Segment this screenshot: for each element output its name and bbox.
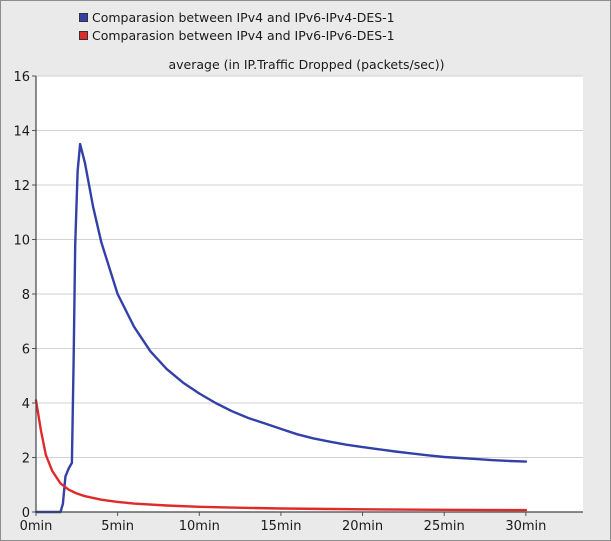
x-axis-ticks: 0min 5min 10min 15min 20min 25min 30min bbox=[20, 512, 546, 534]
x-tick-label-20: 20min bbox=[342, 519, 383, 534]
y-axis-ticks: 0 2 4 6 8 10 12 14 16 bbox=[13, 70, 36, 521]
x-tick-label-15: 15min bbox=[260, 519, 301, 534]
chart-title: average (in IP.Traffic Dropped (packets/… bbox=[168, 57, 445, 72]
legend-label-ipv4: Comparasion between IPv4 and IPv6-IPv4-D… bbox=[92, 10, 395, 25]
legend-label-ipv6: Comparasion between IPv4 and IPv6-IPv6-D… bbox=[92, 28, 395, 43]
y-tick-label-10: 10 bbox=[13, 234, 30, 249]
series-lines bbox=[34, 142, 528, 514]
y-tick-label-16: 16 bbox=[13, 70, 30, 85]
y-tick-label-4: 4 bbox=[22, 397, 30, 412]
x-tick-label-30: 30min bbox=[505, 519, 546, 534]
y-tick-label-8: 8 bbox=[22, 288, 30, 303]
grid-lines bbox=[36, 75, 583, 458]
x-tick-label-10: 10min bbox=[179, 519, 220, 534]
y-tick-label-14: 14 bbox=[13, 125, 30, 140]
legend-swatch-ipv6 bbox=[79, 31, 88, 40]
x-tick-label-25: 25min bbox=[424, 519, 465, 534]
y-tick-label-2: 2 bbox=[22, 452, 30, 467]
legend-item-ipv6: Comparasion between IPv4 and IPv6-IPv6-D… bbox=[79, 28, 395, 43]
x-tick-label-0: 0min bbox=[20, 519, 53, 534]
y-tick-label-6: 6 bbox=[22, 343, 30, 358]
x-tick-label-5: 5min bbox=[101, 519, 134, 534]
y-tick-label-0: 0 bbox=[22, 506, 30, 521]
y-tick-label-12: 12 bbox=[13, 179, 30, 194]
series-line-0 bbox=[34, 142, 528, 514]
legend-item-ipv4: Comparasion between IPv4 and IPv6-IPv4-D… bbox=[79, 10, 395, 25]
legend-swatch-ipv4 bbox=[79, 13, 88, 22]
series-line-1 bbox=[34, 399, 528, 512]
